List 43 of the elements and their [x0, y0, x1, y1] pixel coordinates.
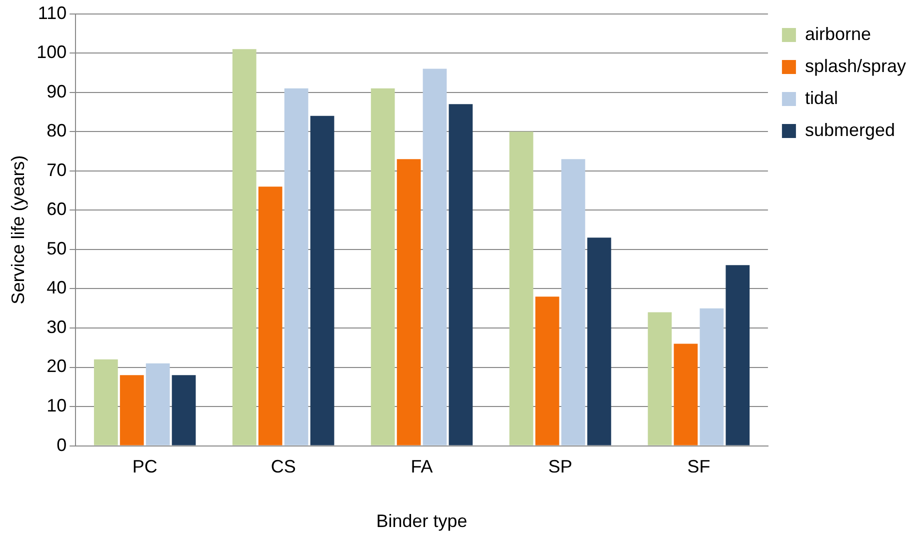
- x-tick-label: SF: [687, 456, 710, 477]
- y-tick-label: 80: [46, 120, 67, 141]
- bar: [232, 49, 256, 446]
- bar: [284, 88, 308, 446]
- legend-label: tidal: [804, 88, 838, 108]
- bar: [94, 359, 118, 446]
- legend-label: submerged: [804, 120, 896, 140]
- bar: [422, 68, 447, 446]
- bar: [310, 116, 334, 446]
- bar: [172, 375, 196, 446]
- y-tick-label: 0: [56, 434, 67, 455]
- y-tick-label: 40: [46, 278, 67, 298]
- y-tick-label: 70: [46, 160, 67, 180]
- bar: [396, 159, 421, 446]
- bar: [561, 159, 586, 446]
- bar: [648, 312, 672, 446]
- x-axis-title: Binder type: [376, 511, 468, 532]
- bar: [120, 375, 144, 446]
- y-tick-label: 20: [46, 356, 67, 376]
- y-tick-label: 60: [46, 199, 67, 220]
- y-tick-label: 90: [46, 81, 67, 102]
- x-tick-label: SP: [548, 456, 572, 477]
- bar: [587, 238, 612, 446]
- y-tick-label: 10: [46, 395, 67, 416]
- bar: [726, 265, 750, 446]
- x-tick-label: FA: [410, 456, 433, 477]
- bar: [146, 363, 170, 446]
- y-tick-label: 100: [36, 42, 67, 62]
- y-tick-label: 30: [46, 316, 67, 337]
- y-axis-title: Service life (years): [8, 155, 28, 304]
- bar: [258, 186, 282, 446]
- x-tick-label: CS: [270, 456, 296, 477]
- bar: [674, 344, 698, 446]
- legend-label: airborne: [804, 24, 871, 44]
- bar: [448, 104, 473, 446]
- bar: [700, 308, 724, 446]
- x-tick-label: PC: [132, 456, 158, 477]
- bar: [370, 88, 395, 446]
- y-tick-label: 50: [46, 238, 67, 258]
- y-tick-label: 110: [38, 2, 67, 23]
- bar: [535, 296, 560, 446]
- bar: [509, 132, 534, 446]
- legend-label: splash/spray: [804, 56, 906, 76]
